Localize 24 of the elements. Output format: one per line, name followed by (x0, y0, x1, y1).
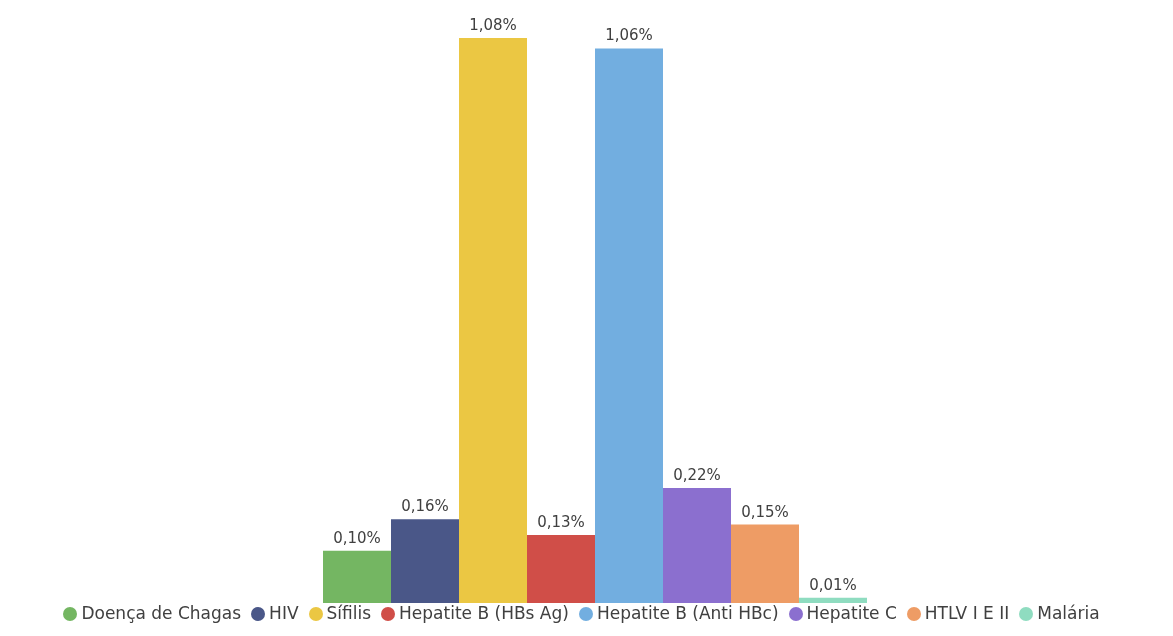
data-label: 0,15% (741, 502, 789, 521)
data-label: 0,16% (401, 497, 449, 516)
bar (527, 534, 595, 603)
legend-label: Sífilis (326, 603, 372, 623)
data-label: 0,01% (809, 575, 857, 594)
bar (595, 48, 663, 603)
data-label: 0,10% (333, 528, 381, 547)
legend-label: Hepatite B (Anti HBc) (596, 603, 779, 623)
legend-label: HTLV I E II (924, 603, 1010, 623)
legend-label: Hepatite B (HBs Ag) (399, 603, 569, 623)
legend-label: Malária (1037, 603, 1100, 623)
data-label: 0,22% (673, 465, 721, 484)
legend-label: HIV (269, 603, 299, 623)
data-label: 1,08% (469, 16, 517, 34)
legend-label: Doença de Chagas (81, 603, 242, 623)
bar (323, 550, 391, 603)
bar (663, 487, 731, 603)
bar (391, 519, 459, 603)
bar (731, 524, 799, 603)
data-label: 0,13% (537, 512, 585, 531)
data-label: 1,06% (605, 26, 653, 45)
bar (459, 38, 527, 603)
bar (799, 597, 867, 603)
legend-label: Hepatite C (806, 603, 897, 623)
